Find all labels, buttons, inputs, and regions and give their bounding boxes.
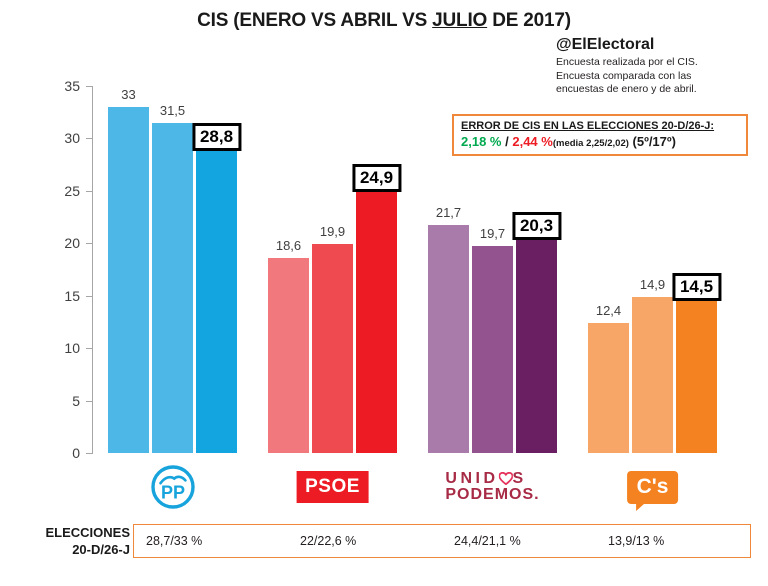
- attribution-line-2: Encuesta comparada con las: [556, 69, 692, 82]
- psoe-logo-label: PSOE: [296, 471, 369, 503]
- title-underlined: JULIO: [432, 10, 488, 31]
- party-logo-ciudadanos: C's: [626, 464, 679, 511]
- bar: [428, 225, 469, 453]
- y-axis-tick-label: 30: [64, 130, 80, 147]
- bar-value-label-highlighted: 28,8: [191, 123, 242, 151]
- elections-label-line-2: 20-D/26-J: [72, 542, 130, 557]
- y-axis-line: [92, 86, 93, 454]
- bar-value-label: 18,6: [275, 237, 302, 253]
- error-media: (media 2,25/2,02): [552, 138, 629, 149]
- y-axis-tick-label: 15: [64, 287, 80, 304]
- bar-value-label-highlighted: 20,3: [511, 212, 562, 241]
- bar: [516, 240, 557, 453]
- party-logo-pp: PP: [150, 464, 196, 510]
- y-axis-tick-label: 0: [72, 445, 80, 461]
- bar: [268, 257, 309, 453]
- title-part2: DE 2017): [487, 10, 571, 31]
- y-axis-tick-label: 20: [64, 235, 80, 252]
- bar-value-label: 19,9: [319, 224, 346, 240]
- elections-label: ELECCIONES 20-D/26-J: [22, 524, 130, 558]
- up-line-2: PODEMOS.: [445, 486, 540, 503]
- bar: [152, 122, 193, 453]
- attribution-line-3: encuestas de enero y de abril.: [556, 83, 697, 95]
- y-axis-tick: [86, 138, 92, 140]
- elections-label-line-1: ELECCIONES: [45, 525, 130, 540]
- bar-value-label: 21,7: [435, 205, 462, 221]
- bar-value-label: 19,7: [479, 226, 506, 242]
- party-logo-unidos-podemos: UNID S PODEMOS.: [445, 464, 539, 510]
- elections-result-cell: 28,7/33 %: [146, 534, 203, 548]
- bar: [676, 300, 717, 453]
- error-callout-box: ERROR DE CIS EN LAS ELECCIONES 20-D/26-J…: [452, 114, 748, 156]
- pp-logo-icon: PP: [150, 465, 195, 509]
- elections-result-cell: 22/22,6 %: [300, 534, 357, 548]
- error-value-green: 2,18 %: [461, 134, 502, 149]
- error-separator: /: [505, 134, 509, 149]
- error-value-red: 2,44 %: [512, 134, 553, 149]
- bar-value-label: 12,4: [595, 302, 622, 318]
- attribution-block: @ElElectoral Encuesta realizada por el C…: [556, 36, 764, 97]
- twitter-handle: @ElElectoral: [556, 36, 655, 53]
- bar-value-label-highlighted: 24,9: [351, 163, 402, 192]
- bar: [472, 246, 513, 453]
- y-axis-tick: [86, 295, 92, 297]
- elections-result-cell: 13,9/13 %: [608, 534, 665, 548]
- y-axis-tick: [86, 348, 92, 350]
- bar: [312, 244, 353, 453]
- bar-value-label-highlighted: 14,5: [671, 272, 722, 301]
- y-axis-tick: [86, 243, 92, 245]
- title-part1: CIS (ENERO VS ABRIL VS: [197, 10, 433, 31]
- error-heading: ERROR DE CIS EN LAS ELECCIONES 20-D/26-J…: [461, 120, 715, 132]
- y-axis-tick-label: 5: [72, 392, 80, 409]
- bar: [356, 191, 397, 453]
- up-line-1: UNID S: [445, 470, 527, 487]
- bar-value-label: 14,9: [639, 276, 666, 292]
- unidos-podemos-wordmark: UNID S PODEMOS.: [445, 471, 539, 503]
- bar: [108, 106, 149, 453]
- page-title: CIS (ENERO VS ABRIL VS JULIO DE 2017): [0, 10, 768, 32]
- bar: [588, 322, 629, 453]
- elections-result-cell: 24,4/21,1 %: [454, 534, 521, 548]
- y-axis-tick-label: 35: [64, 78, 80, 94]
- y-axis-tick: [86, 453, 92, 454]
- svg-text:PP: PP: [160, 483, 184, 503]
- elections-results-box: 28,7/33 % 22/22,6 % 24,4/21,1 % 13,9/13 %: [133, 524, 751, 558]
- y-axis-tick-label: 25: [64, 182, 80, 199]
- heart-icon: [497, 471, 513, 486]
- party-logo-psoe: PSOE: [296, 464, 369, 510]
- y-axis-tick: [86, 86, 92, 87]
- y-axis-tick: [86, 190, 92, 192]
- bar: [196, 151, 237, 453]
- y-axis-tick: [86, 400, 92, 402]
- error-rank: (5º/17º): [632, 134, 676, 149]
- ciudadanos-logo-label: C's: [626, 470, 679, 511]
- attribution-line-1: Encuesta realizada por el CIS.: [556, 56, 698, 68]
- bar-value-label: 31,5: [159, 102, 186, 118]
- error-values: 2,18 % / 2,44 %(media 2,25/2,02) (5º/17º…: [461, 134, 740, 149]
- bar: [632, 296, 673, 453]
- bar-value-label: 33: [121, 86, 136, 102]
- y-axis-tick-label: 10: [64, 340, 80, 357]
